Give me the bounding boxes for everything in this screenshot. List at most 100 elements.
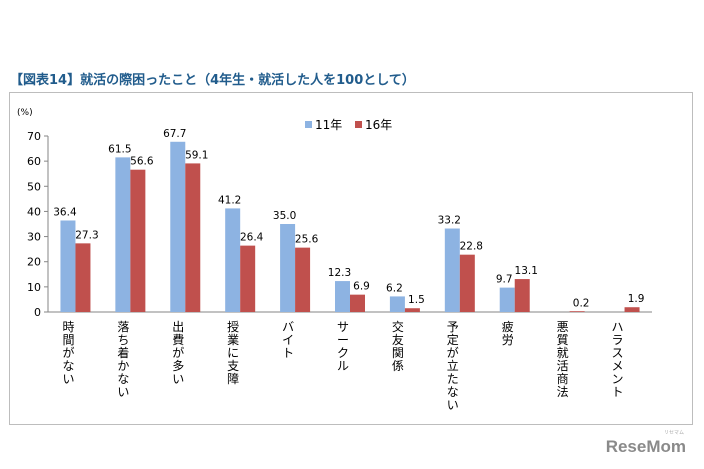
bar-series2-9 [569, 311, 585, 312]
x-category-label-char: か [117, 359, 129, 373]
y-axis-unit-label: (%) [17, 108, 33, 118]
x-category-label-char: 多 [172, 359, 184, 373]
y-tick-label: 40 [27, 205, 41, 218]
bar-series2-10 [624, 307, 640, 312]
bar-value-label: 0.2 [573, 297, 590, 309]
bar-series1-0 [60, 220, 76, 312]
x-category-label-char: い [62, 372, 74, 386]
x-category-label-char: ク [337, 346, 349, 360]
x-category-label-char: い [172, 372, 184, 386]
bar-value-label: 1.5 [408, 294, 425, 306]
x-category-label-char: イ [282, 333, 294, 347]
x-category-label-char: ル [337, 359, 349, 373]
bar-value-label: 22.8 [460, 241, 483, 253]
bar-series2-2 [185, 163, 201, 312]
bar-value-label: 59.1 [185, 149, 208, 161]
x-category-label-char: が [62, 345, 74, 360]
bar-value-label: 56.6 [130, 156, 154, 168]
x-category-label-char: い [117, 385, 129, 399]
x-category-label-char: が [447, 345, 459, 360]
y-tick-label: 50 [27, 180, 41, 193]
x-category-label-char: が [172, 345, 184, 360]
x-category-label-char: 間 [62, 333, 74, 347]
y-axis-ticks: 0 10 20 30 40 50 60 70 [27, 130, 48, 319]
bar-series1-2 [170, 141, 186, 312]
x-category-label-char: な [117, 372, 129, 386]
bar-series2-0 [75, 243, 91, 312]
watermark-subtext: リセマム [663, 430, 684, 436]
bar-value-labels: 36.4 27.3 61.556.6 67.7 59.1 41.2 26.4 35.0 25.6… [53, 128, 644, 310]
x-category-label-char: 障 [227, 371, 239, 386]
bar-value-label: 1.9 [628, 293, 645, 305]
y-tick-label: 10 [27, 281, 41, 294]
x-category-label-char: に [227, 346, 239, 360]
x-category-label-char: サ [337, 320, 349, 334]
x-category-label-char: 出 [172, 320, 184, 334]
bar-series2-8 [514, 279, 530, 312]
bar-value-label: 61.5 [108, 143, 131, 155]
bar-series1-6 [389, 296, 405, 312]
chart-frame [9, 92, 693, 425]
legend-swatch-1 [305, 121, 312, 128]
x-category-label-char: 悪 [557, 320, 569, 334]
bars [60, 141, 640, 312]
bar-series1-7 [444, 228, 460, 312]
x-category-label-char: 落 [117, 320, 129, 334]
x-category-label-char: 時 [62, 320, 74, 334]
bar-value-label: 26.4 [240, 232, 264, 244]
bar-series1-8 [499, 287, 515, 312]
x-category-label-char: ト [612, 385, 624, 399]
x-category-label-char: バ [282, 320, 294, 334]
x-category-label-char: 労 [502, 333, 514, 347]
x-axis-category-labels: 時間がない落ち着かない出費が多い授業に支障バイトサークル交友関係予定が立たない疲… [62, 319, 623, 412]
x-category-label-char: 交 [392, 319, 404, 334]
x-category-label-char: 授 [227, 319, 239, 334]
bar-value-label: 25.6 [295, 234, 319, 246]
x-category-label-char: 友 [392, 333, 404, 347]
y-tick-label: 70 [27, 130, 41, 143]
bar-series2-1 [130, 169, 146, 312]
x-category-label-char: た [447, 372, 459, 386]
x-category-label-char: ー [337, 333, 349, 347]
watermark-logo: ReseMom [605, 437, 686, 456]
bar-value-label: 67.7 [163, 128, 186, 140]
x-category-label-char: 定 [447, 332, 459, 347]
legend-label-1: 11年 [315, 118, 342, 132]
y-tick-label: 20 [27, 256, 41, 269]
bar-value-label: 41.2 [218, 194, 241, 206]
x-category-label-char: 疲 [502, 319, 514, 334]
bar-series1-5 [335, 281, 350, 312]
bar-value-label: 6.9 [353, 281, 370, 293]
bar-series1-3 [225, 208, 241, 312]
x-category-label-char: ス [612, 346, 624, 360]
x-category-label-char: 就 [557, 346, 569, 360]
x-category-label-char: な [447, 385, 459, 399]
bar-series2-6 [404, 308, 420, 312]
x-category-label-char: 商 [557, 371, 569, 386]
bar-series2-3 [240, 245, 256, 312]
y-tick-label: 0 [34, 306, 41, 319]
bar-series1-4 [280, 224, 296, 312]
x-category-label-char: な [62, 359, 74, 373]
bar-value-label: 9.7 [496, 274, 513, 286]
legend-label-2: 16年 [365, 118, 392, 132]
bar-series2-5 [350, 294, 365, 312]
x-category-label-char: ラ [612, 333, 624, 347]
x-category-label-char: 費 [172, 332, 184, 347]
y-tick-label: 30 [27, 231, 41, 244]
x-category-label-char: い [447, 398, 459, 412]
x-category-label-char: 活 [557, 359, 569, 373]
x-category-label-char: メ [612, 359, 624, 373]
bar-value-label: 27.3 [75, 229, 98, 241]
bar-value-label: 6.2 [386, 282, 403, 294]
x-category-label-char: 予 [447, 320, 459, 334]
bar-series2-7 [459, 254, 475, 312]
bar-value-label: 35.0 [273, 210, 296, 222]
x-category-label-char: 立 [447, 358, 459, 373]
x-category-label-char: ン [612, 372, 624, 386]
x-category-label-char: 支 [227, 359, 239, 373]
chart-title: 【図表14】就活の際困ったこと（4年生・就活した人を100として） [10, 73, 415, 88]
x-category-label-char: 係 [392, 359, 404, 373]
x-category-label-char: 着 [117, 345, 129, 360]
